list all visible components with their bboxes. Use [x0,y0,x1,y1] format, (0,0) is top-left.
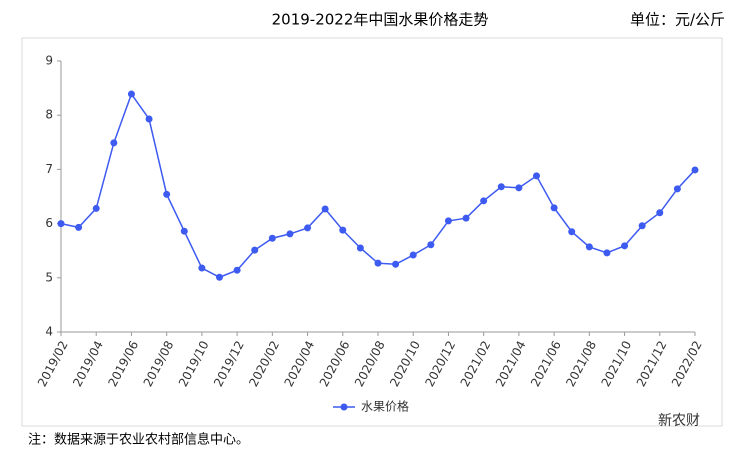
point [462,214,470,222]
x-tick-label: 2021/02 [458,338,494,389]
legend-marker [340,403,348,411]
x-tick-label: 2020/10 [387,338,423,389]
x-tick-label: 2020/12 [422,338,458,389]
note: 注：数据来源于农业农村部信息中心。 [28,432,249,448]
chart-title: 2019-2022年中国水果价格走势 [272,11,489,29]
x-tick-label: 2021/12 [634,338,670,389]
point [691,166,699,174]
x-tick-label: 2020/04 [282,338,318,389]
y-tick-label: 9 [45,54,53,68]
x-tick-label: 2019/06 [105,338,141,389]
x-tick-label: 2020/08 [352,338,388,389]
x-tick-label: 2021/10 [599,338,635,389]
x-tick-label: 2019/10 [176,338,212,389]
x-tick-label: 2019/08 [141,338,177,389]
point [480,197,488,205]
point [497,183,505,191]
point [163,190,171,198]
point [286,230,294,238]
x-tick-label: 2020/06 [317,338,353,389]
point [233,266,241,274]
point [550,204,558,212]
point [92,204,100,212]
x-tick-label: 2020/02 [246,338,282,389]
point [145,115,153,123]
point [216,273,223,281]
point [638,222,646,230]
point [374,259,382,267]
unit-label: 单位：元/公斤 [630,11,725,29]
x-tick-label: 2021/04 [493,338,529,389]
series-line [60,92,696,279]
point [621,242,629,250]
x-tick-label: 2019/12 [211,338,247,389]
y-tick-label: 7 [45,162,53,176]
point [110,139,118,147]
point [127,90,135,98]
x-tick-label: 2019/02 [35,338,71,389]
watermark: 新农财 [658,413,700,429]
point [392,260,400,268]
point [673,185,681,193]
y-tick-label: 6 [45,216,53,230]
point [568,228,576,236]
point [409,251,417,259]
point [251,246,259,254]
point [515,184,523,192]
point [444,217,452,225]
point [57,220,65,228]
point [585,243,593,251]
point [321,205,329,213]
x-tick-label: 2019/04 [70,338,106,389]
point [656,209,664,217]
point [356,244,364,252]
y-tick-label: 4 [45,325,53,339]
x-tick-label: 2021/08 [563,338,599,389]
point [304,224,312,232]
point [180,227,188,235]
x-tick-label: 2022/02 [669,338,705,389]
y-tick-label: 8 [45,108,53,122]
point [533,172,540,180]
x-tick-label: 2021/06 [528,338,564,389]
point [339,226,347,234]
y-tick-label: 5 [45,270,53,284]
point [75,223,83,231]
point [603,249,611,257]
point [198,264,206,272]
point [427,241,435,249]
legend-label: 水果价格 [361,399,409,414]
point [268,234,276,242]
chart-frame [21,37,723,427]
